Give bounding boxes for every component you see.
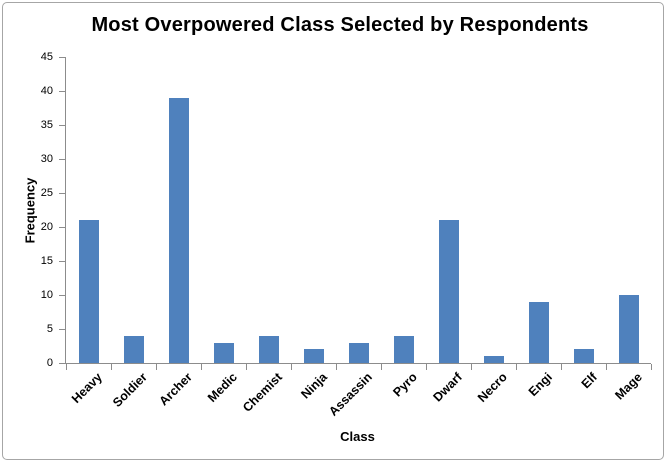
y-tick-label: 40: [40, 85, 53, 97]
y-axis-tick: [59, 159, 65, 160]
y-axis-tick: [59, 329, 65, 330]
y-axis-tick: [59, 193, 65, 194]
y-tick-label: 35: [40, 119, 53, 131]
bar: [528, 301, 549, 363]
bar: [303, 349, 324, 363]
x-axis-tick: [156, 364, 157, 370]
y-axis-tick: [59, 125, 65, 126]
bar: [438, 220, 459, 363]
y-tick-label: 0: [46, 357, 53, 369]
y-axis-title: Frequency: [22, 177, 38, 244]
y-tick-label: 45: [40, 51, 53, 63]
y-tick-label: 20: [40, 221, 53, 233]
x-axis-tick: [291, 364, 292, 370]
x-axis-tick: [606, 364, 607, 370]
bar: [483, 356, 504, 363]
x-axis-tick: [381, 364, 382, 370]
x-axis-tick: [651, 364, 652, 370]
bar: [393, 335, 414, 363]
plot-area: 0 5 10 15 20 25 30 35 40 45 Heavy Soldier Archer Medi…: [41, 51, 652, 419]
bar: [213, 342, 234, 363]
x-axis-tick: [471, 364, 472, 370]
y-axis-tick: [59, 57, 65, 58]
y-tick-label: 30: [40, 153, 53, 165]
y-axis-tick: [59, 295, 65, 296]
bar: [348, 342, 369, 363]
x-axis-tick: [561, 364, 562, 370]
y-tick-label: 25: [40, 187, 53, 199]
y-axis-tick: [59, 363, 65, 364]
bar: [618, 295, 639, 363]
y-tick-label: 15: [40, 255, 53, 267]
bar: [78, 220, 99, 363]
x-axis-tick: [246, 364, 247, 370]
x-axis-tick: [111, 364, 112, 370]
y-axis-tick: [59, 91, 65, 92]
x-axis-tick: [201, 364, 202, 370]
bar: [258, 335, 279, 363]
x-axis-tick: [426, 364, 427, 370]
x-axis-tick: [336, 364, 337, 370]
x-axis-tick: [516, 364, 517, 370]
bar: [123, 335, 144, 363]
y-tick-label: 10: [40, 289, 53, 301]
y-axis-tick: [59, 227, 65, 228]
x-axis-title: Class: [340, 429, 375, 444]
bar: [573, 349, 594, 363]
x-axis-tick: [66, 364, 67, 370]
y-tick-label: 5: [46, 323, 53, 335]
y-axis-tick: [59, 261, 65, 262]
bar: [168, 97, 189, 363]
chart-title: Most Overpowered Class Selected by Respo…: [91, 14, 589, 36]
